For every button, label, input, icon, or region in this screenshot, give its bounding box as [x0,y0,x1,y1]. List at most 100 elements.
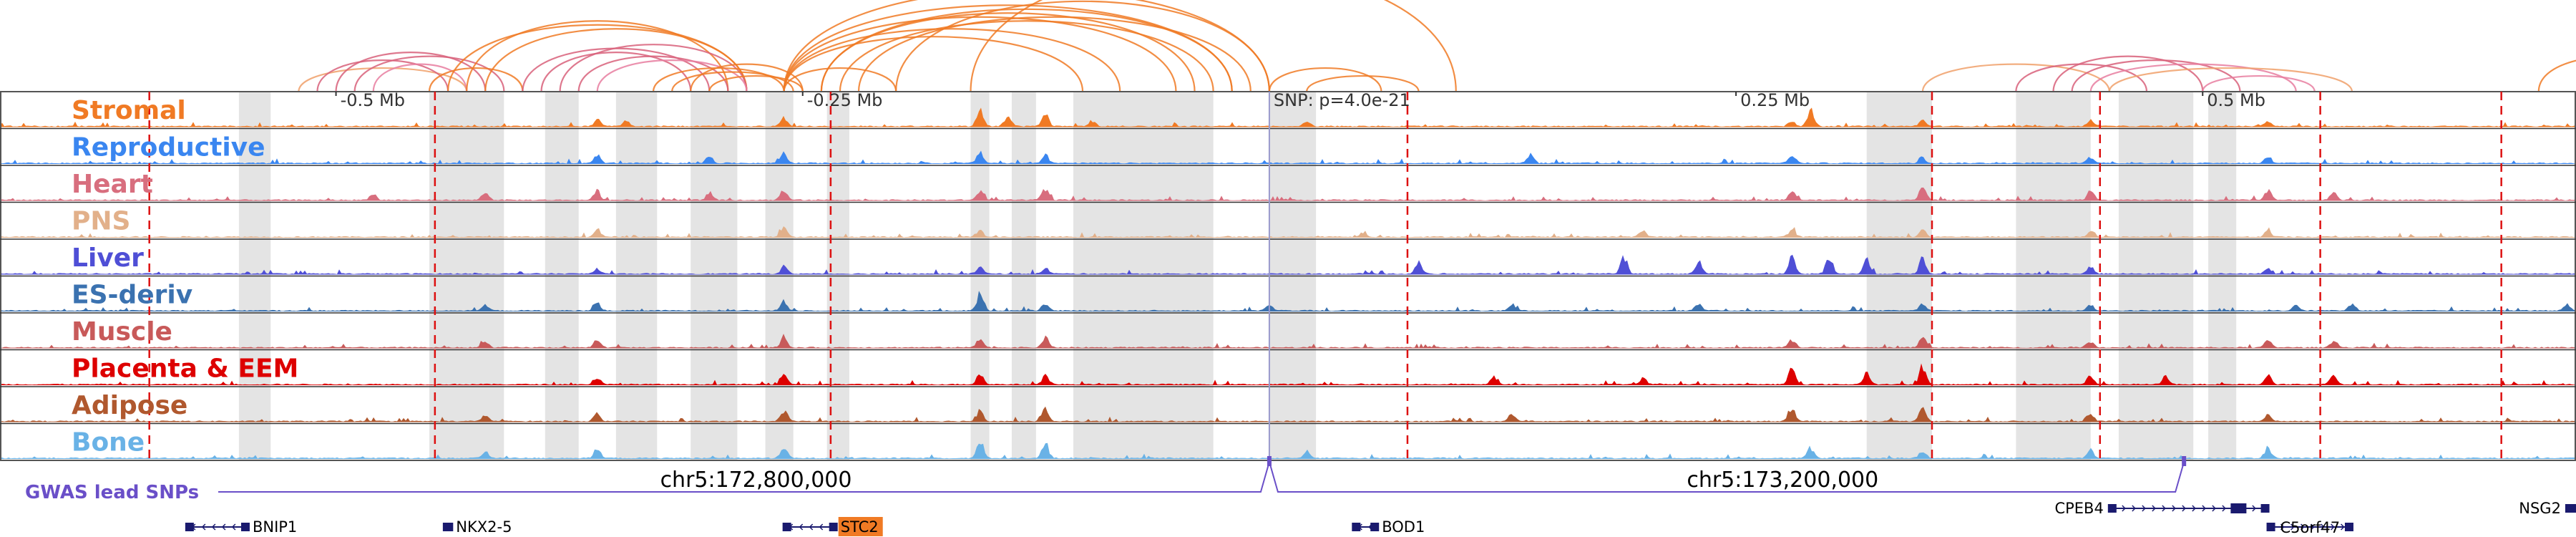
track-label-4: Liver [72,243,144,273]
tick-label-0: -0.5 Mb [341,90,405,110]
track-label-9: Bone [72,428,145,458]
track-label-6: Muscle [72,317,172,347]
gene-stc2: STC2 [782,517,883,536]
strand-arrow [2122,505,2126,512]
loop-arc-2 [335,52,487,92]
strand-arrow [799,523,804,531]
loop-arc-29 [970,0,1457,92]
gwas-snp-marker-0 [1267,456,1272,466]
track-label-3: PNS [72,207,130,236]
exon-end [240,523,250,531]
loop-arc-6 [447,24,748,92]
loop-arc-34 [2052,55,2204,92]
loop-arc-8 [484,28,748,92]
loop-arc-38 [2202,75,2316,92]
track-separators [0,91,2576,461]
gene-label: BOD1 [1382,518,1425,536]
track-labels: Stromal Reproductive Heart PNS Liver ES-deriv… [72,96,298,458]
loop-arc-3 [353,55,505,92]
strand-arrow [819,523,824,531]
track-label-8: Adipose [72,391,187,420]
gwas-snp-marker-1 [2182,456,2187,466]
gene-nkx2-5: NKX2-5 [442,518,512,536]
loop-arc-27 [857,16,1252,92]
loop-arc-0 [298,67,468,92]
exon-end [444,523,454,531]
loop-arc-33 [2015,63,2148,92]
track-label-0: Stromal [72,96,186,125]
strand-arrow [201,523,206,531]
exon-end [1370,523,1380,531]
snp-label: SNP: p=4.0e-21 [1274,90,1410,110]
strand-arrow [2192,505,2196,512]
track-label-2: Heart [72,170,153,199]
tick-label-2: 0.25 Mb [1740,90,1810,110]
loop-arc-36 [2089,63,2297,92]
gene-label: CPEB4 [2054,500,2103,517]
loop-arc-1 [316,59,449,92]
loop-arc-24 [820,12,1196,92]
coordinate-label-1: chr5:173,200,000 [1687,468,1878,493]
loop-arc-11 [559,44,748,92]
strand-arrow [809,523,814,531]
strand-arrow [2331,523,2335,531]
loop-arc-16 [690,63,804,92]
loop-arc-30 [1268,67,1382,92]
strand-arrow [2301,523,2305,531]
loop-arc-12 [577,55,729,92]
gene-label: STC2 [841,518,879,536]
strand-arrow [2311,523,2315,531]
gene-highlight [838,517,883,536]
gene-label: BNIP1 [253,518,297,536]
exon-start [1352,523,1361,531]
loop-arc-31 [1305,75,1420,92]
position-axis: -0.5 Mb -0.25 Mb 0.25 Mb 0.5 Mb [335,90,2265,110]
strand-arrow [231,523,236,531]
loop-arc-26 [839,20,1214,92]
strand-arrow [2280,523,2285,531]
exon-start [2107,504,2117,513]
gene-annotation-track: BNIP1 NKX2-5 STC2 BOD1 CPEB4 C5orf47 NSG2 [185,500,2576,536]
strand-arrow [2172,505,2176,512]
coordinate-labels: chr5:172,800,000 chr5:173,200,000 [660,468,1879,493]
gene-label: C5orf47 [2280,519,2340,536]
loop-arc-20 [783,28,1121,92]
exon-end [829,523,838,531]
strand-arrow [2222,505,2226,512]
signal-tracks [1,107,2575,459]
strand-arrow [2321,523,2325,531]
loop-arc-28 [895,0,1271,92]
strand-arrow [2212,505,2216,512]
exon-end [2344,523,2353,531]
strand-arrow [2152,505,2156,512]
strand-arrow [211,523,216,531]
exon-end [2260,504,2270,513]
exon-start [782,523,791,531]
gene-cpeb4: CPEB4 [2054,500,2270,517]
strand-arrow [2162,505,2166,512]
tick-label-3: 0.5 Mb [2207,90,2265,110]
track-label-7: Placenta & EEM [72,354,298,384]
strand-arrow [2182,505,2186,512]
strand-arrow [2202,505,2206,512]
exon-end [2569,504,2576,513]
strand-arrow [2132,505,2136,512]
gene-c5orf47: C5orf47 [2266,519,2353,536]
loop-arc-19 [783,36,1084,92]
track-label-1: Reproductive [72,133,265,163]
boundary-lines [148,92,2502,460]
loop-arc-10 [540,52,692,92]
exon-mid [2230,503,2247,513]
exon-start [185,523,194,531]
strand-arrow [2252,505,2256,512]
loop-arc-25 [820,8,1233,92]
gwas-connector [218,459,2185,493]
track-label-5: ES-deriv [72,281,192,310]
gwas-lead-snps-track: GWAS lead SNPs [25,456,2187,503]
gene-label: NKX2-5 [456,518,512,536]
signal-0 [1,107,2575,127]
loop-arc-17 [708,74,804,92]
loop-arc-4 [372,63,468,92]
chromatin-loop-arcs [298,0,2576,92]
